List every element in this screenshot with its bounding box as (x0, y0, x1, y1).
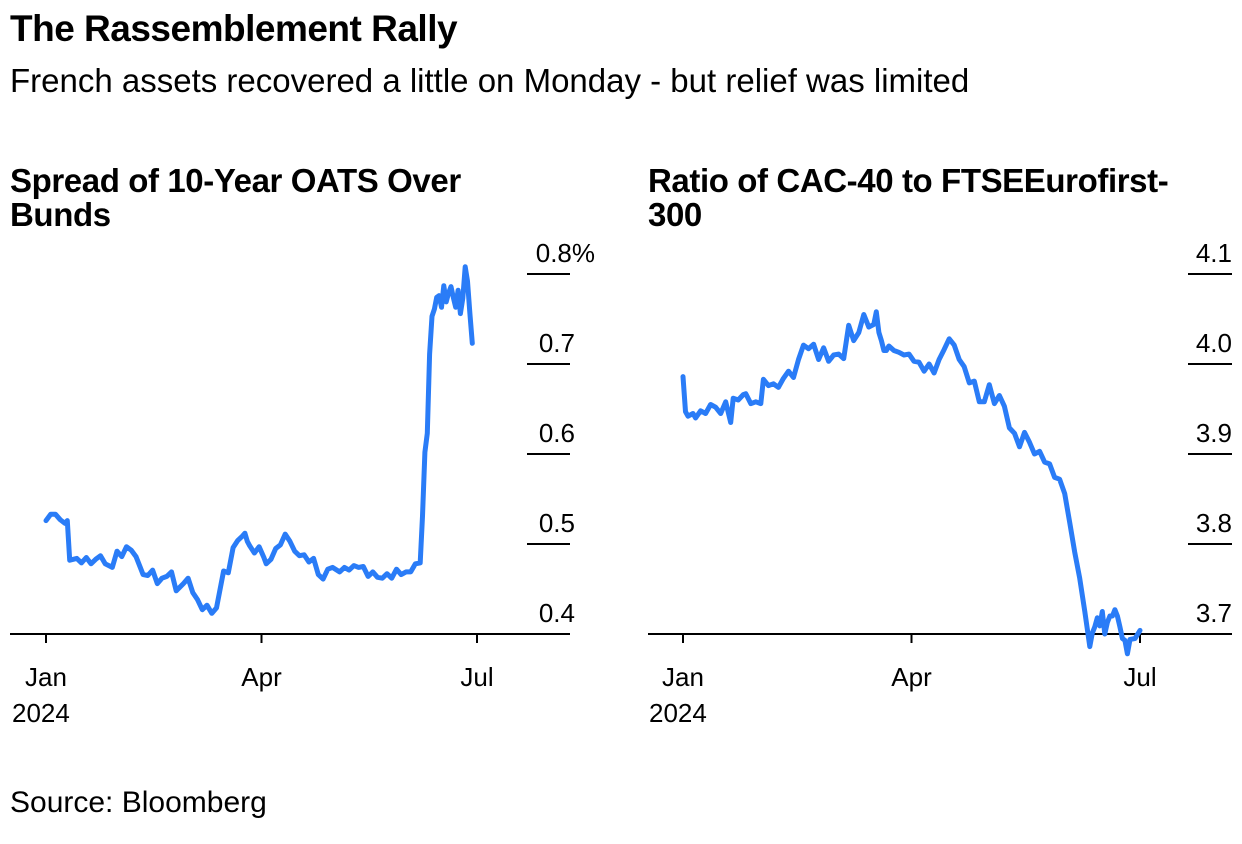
x-tick-year-label: 2024 (649, 698, 707, 728)
series-line (43, 264, 475, 616)
x-tick-label: Jan (662, 662, 704, 692)
y-tick-label: 0.8% (536, 238, 595, 268)
spread-chart-panel: 0.8% 0.7 0.6 0.5 0.4 Jan 2024 Apr Jul (10, 238, 595, 728)
x-tick-label: Jan (25, 662, 67, 692)
y-tick-label: 0.4 (539, 598, 575, 628)
x-tick-label: Apr (891, 662, 932, 692)
series-line (680, 309, 1143, 657)
x-tick-year-label: 2024 (12, 698, 70, 728)
y-tick-label: 0.6 (539, 418, 575, 448)
y-tick-label: 3.7 (1196, 598, 1232, 628)
chart-headline: The Rassemblement Rally (10, 8, 458, 49)
x-tick-label: Apr (241, 662, 282, 692)
y-tick-label: 0.7 (539, 328, 575, 358)
x-tick-label: Jul (1123, 662, 1156, 692)
left-panel-title: Spread of 10-Year OATS Over Bunds (10, 162, 461, 233)
y-tick-label: 4.1 (1196, 238, 1232, 268)
y-tick-label: 3.9 (1196, 418, 1232, 448)
right-panel-title: Ratio of CAC-40 to FTSEEurofirst-300 (648, 162, 1169, 233)
y-tick-label: 0.5 (539, 508, 575, 538)
source-note: Source: Bloomberg (10, 786, 267, 819)
y-tick-label: 3.8 (1196, 508, 1232, 538)
chart-subtitle: French assets recovered a little on Mond… (10, 62, 970, 99)
x-tick-label: Jul (460, 662, 493, 692)
y-tick-label: 4.0 (1196, 328, 1232, 358)
ratio-chart-panel: 4.1 4.0 3.9 3.8 3.7 Jan 2024 Apr Jul (648, 238, 1232, 728)
